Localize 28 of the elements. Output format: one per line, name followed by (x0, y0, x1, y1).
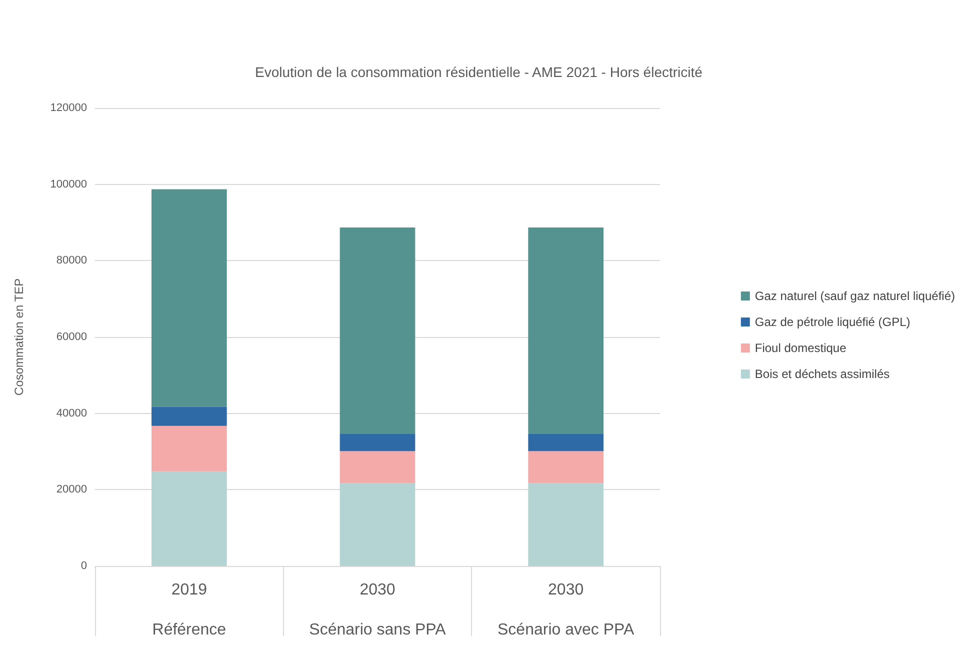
bar (340, 451, 416, 484)
y-tick-label: 80000 (56, 254, 87, 267)
bar (340, 483, 416, 566)
bar (528, 451, 604, 484)
bar (152, 471, 227, 566)
bar (152, 406, 227, 426)
category-label: 2030 Scénario sans PPA (309, 582, 446, 638)
legend-label: Bois et déchets assimilés (754, 367, 890, 381)
bar (340, 227, 416, 434)
legend-label: Gaz naturel (sauf gaz naturel liquéfié) (754, 289, 956, 303)
legend-label: Gaz de pétrole liquéfié (GPL) (754, 315, 910, 329)
category-label: 2030 Scénario avec PPA (497, 582, 634, 638)
y-tick-label: 20000 (56, 484, 87, 496)
bar (528, 483, 604, 566)
y-tick-label: 60000 (56, 331, 87, 343)
bar (528, 227, 604, 434)
bar (152, 426, 227, 472)
bar (152, 189, 227, 407)
bar (340, 434, 416, 452)
y-axis-title: Cosommation en TEP (12, 278, 26, 396)
category-label: 2019 Référence (152, 582, 226, 638)
y-tick-label: 100000 (50, 178, 87, 190)
legend-label: Fioul domestique (754, 341, 847, 355)
bar (528, 434, 604, 452)
y-tick-label: 120000 (50, 102, 87, 114)
chart-title: Evolution de la consommation résidentielle - AME 2021 - Hors électricité (255, 64, 703, 80)
y-tick-label: 0 (80, 560, 87, 572)
y-tick-label: 40000 (56, 407, 87, 420)
